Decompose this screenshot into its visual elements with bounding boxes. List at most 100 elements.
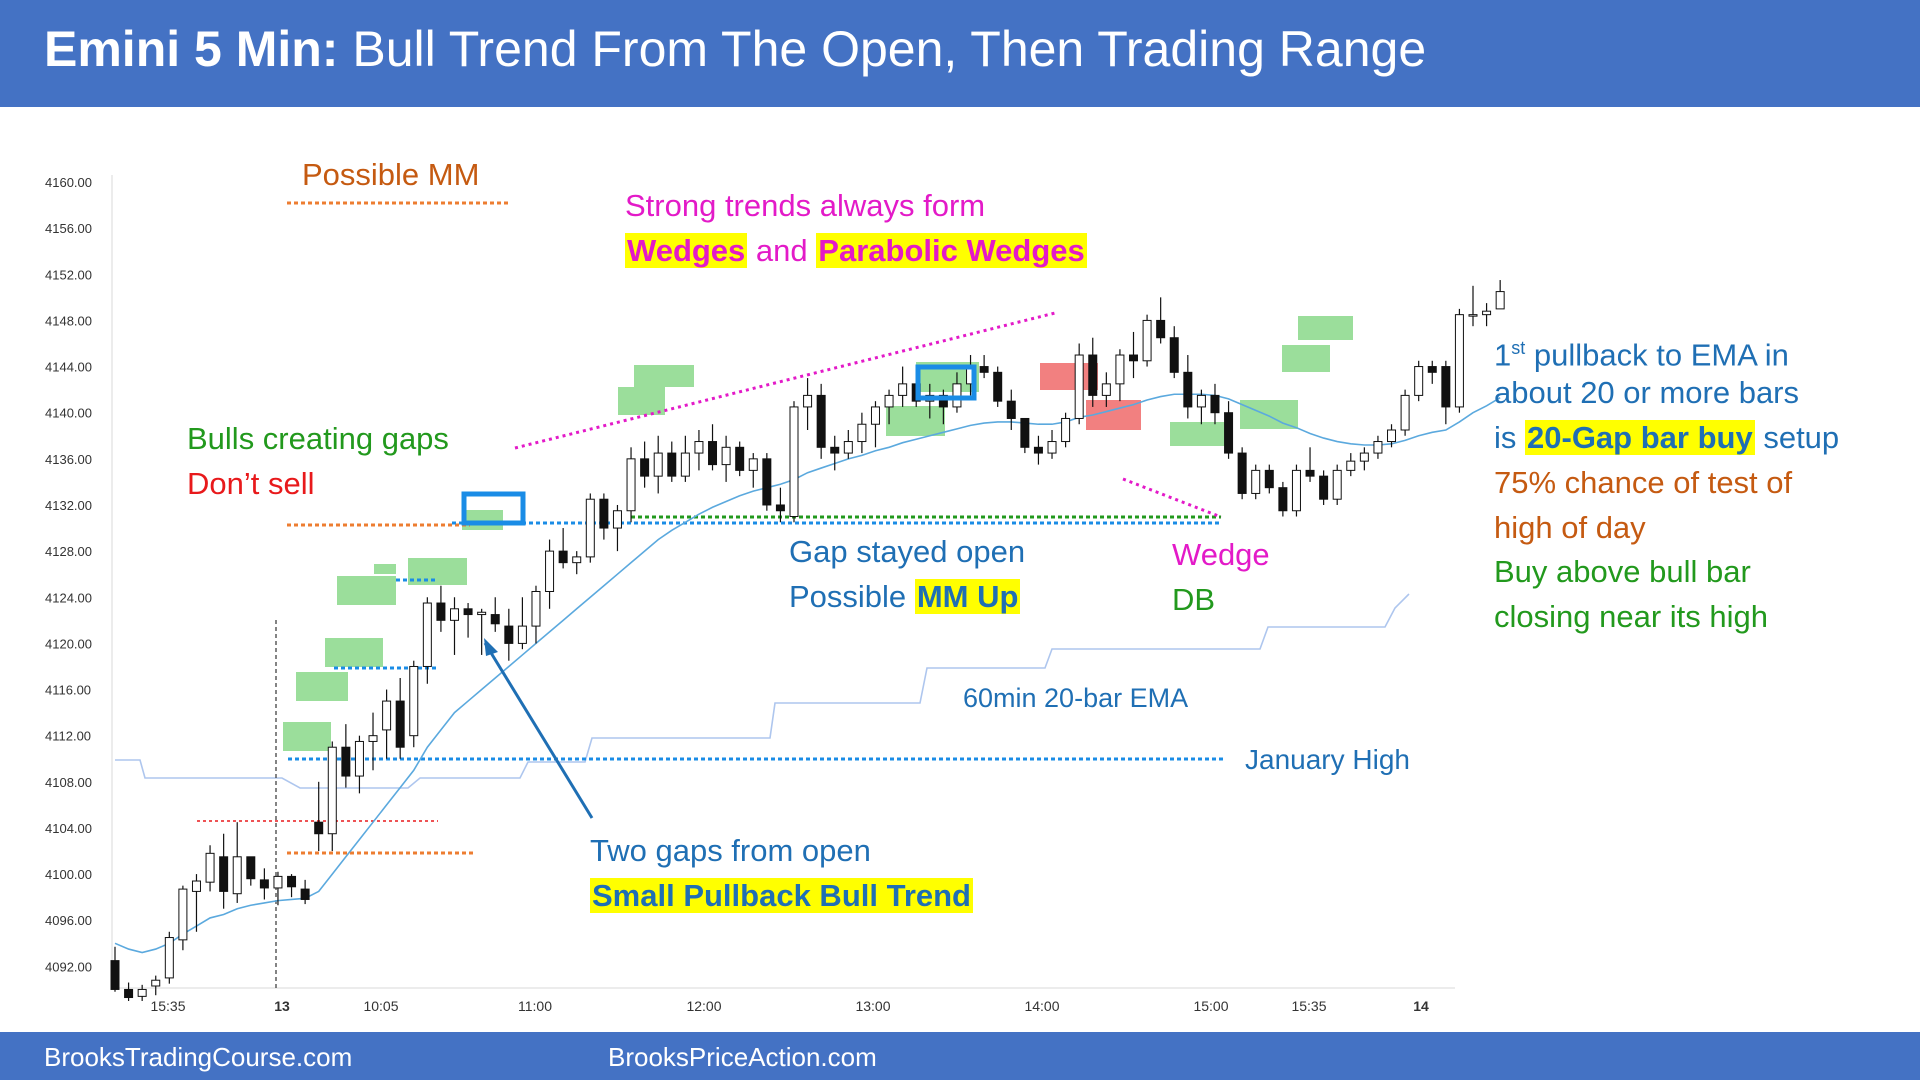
candle-body: [1468, 314, 1478, 317]
x-tick-label: 15:00: [1193, 998, 1228, 1014]
candle: [1264, 464, 1274, 494]
candle-body: [259, 879, 269, 889]
mm-up-highlight: MM Up: [914, 579, 1021, 614]
candle-body: [1387, 429, 1397, 443]
candle-body: [1115, 354, 1125, 385]
candle: [1020, 417, 1030, 454]
candle-body: [382, 700, 392, 731]
candle: [830, 435, 840, 471]
candle: [151, 975, 161, 996]
candle-body: [993, 371, 1003, 402]
and-text: and: [755, 233, 808, 268]
candle: [1006, 389, 1016, 431]
candle-body: [287, 875, 297, 888]
candle: [1319, 470, 1329, 505]
two-gaps-label: Two gaps from open: [590, 833, 871, 868]
candle-body: [1332, 469, 1342, 500]
candle: [490, 597, 500, 632]
candle-body: [762, 458, 772, 506]
candle: [1088, 337, 1098, 407]
candle-body: [1142, 319, 1152, 362]
bull-gap-zone: [634, 365, 694, 387]
footer-left-site: BrooksTradingCourse.com: [44, 1042, 353, 1072]
wedges-label: Wedges and Parabolic Wedges: [625, 233, 1087, 269]
candle: [599, 493, 609, 540]
candle: [1441, 360, 1451, 425]
candle-body: [232, 856, 242, 895]
y-tick-label: 4112.00: [45, 729, 91, 744]
candle-body: [1319, 475, 1329, 500]
candle-body: [1427, 366, 1437, 373]
bull-gap-zone: [296, 672, 348, 701]
candle-body: [870, 406, 880, 425]
candle: [585, 493, 595, 563]
candle: [1237, 447, 1247, 500]
candle: [708, 424, 718, 471]
bulls-gaps-label: Bulls creating gaps: [187, 421, 449, 456]
candle-body: [721, 446, 731, 466]
arrow-head: [484, 638, 498, 656]
candle-body: [735, 446, 745, 471]
x-tick-label: 13: [274, 998, 290, 1014]
candle-body: [463, 608, 473, 616]
candle: [1115, 349, 1125, 402]
candle-body: [1074, 354, 1084, 419]
candle-body: [830, 446, 840, 454]
candle: [952, 372, 962, 413]
x-tick-label: 12:00: [686, 998, 721, 1014]
ema-line: [114, 393, 1501, 954]
db-label: DB: [1172, 582, 1216, 617]
candle-body: [1169, 337, 1179, 373]
candle-body: [341, 746, 351, 777]
candle: [721, 435, 731, 482]
y-tick-label: 4092.00: [45, 959, 92, 974]
candle-body: [110, 960, 120, 990]
bull-gap-zone: [1282, 345, 1330, 372]
january-high-label: January High: [1245, 744, 1410, 775]
bull-gap-zone: [374, 564, 396, 574]
candle: [287, 874, 297, 898]
bull-gap-zone: [283, 722, 331, 751]
note-line-4: 75% chance of test of: [1494, 465, 1793, 500]
candle: [1047, 430, 1057, 459]
candle-body: [667, 452, 677, 477]
note-3-is: is: [1494, 420, 1517, 455]
candle: [382, 689, 392, 759]
footer-bar: [0, 1032, 1920, 1080]
candle-body: [612, 510, 622, 529]
candle-body: [1400, 394, 1410, 431]
y-tick-label: 4132.00: [45, 498, 92, 513]
candle: [124, 982, 134, 1001]
candle: [517, 597, 527, 650]
candle-body: [653, 452, 663, 477]
candle: [259, 868, 269, 900]
gap-bar-box: [915, 364, 977, 401]
candle-body: [1088, 354, 1098, 396]
x-tick-label: 15:35: [1291, 998, 1326, 1014]
small-pullback-label: Small Pullback Bull Trend: [590, 878, 973, 914]
candle: [300, 879, 310, 905]
candle-body: [1441, 366, 1451, 408]
candle: [504, 608, 514, 661]
bull-gap-zone: [408, 558, 467, 585]
candle: [463, 603, 473, 638]
y-tick-label: 4104.00: [45, 821, 92, 836]
candle-body: [803, 394, 813, 408]
candle-body: [436, 602, 446, 621]
note-3-rest: setup: [1763, 420, 1840, 455]
wedge-label: Wedge: [1172, 537, 1270, 572]
candle: [137, 984, 147, 1001]
candle-body: [558, 550, 568, 564]
candle-body: [1210, 394, 1220, 414]
y-tick-label: 4096.00: [45, 913, 92, 928]
wedge-trendline: [514, 311, 1056, 450]
candle-body: [1101, 383, 1111, 396]
candle: [1291, 464, 1301, 517]
note-line-1: 1st pullback to EMA in: [1494, 330, 1789, 373]
candle: [1169, 326, 1179, 379]
candle-body: [164, 937, 174, 979]
candle: [653, 435, 663, 494]
candle-body: [1020, 417, 1030, 448]
candle: [803, 378, 813, 431]
candle-body: [1414, 366, 1424, 396]
